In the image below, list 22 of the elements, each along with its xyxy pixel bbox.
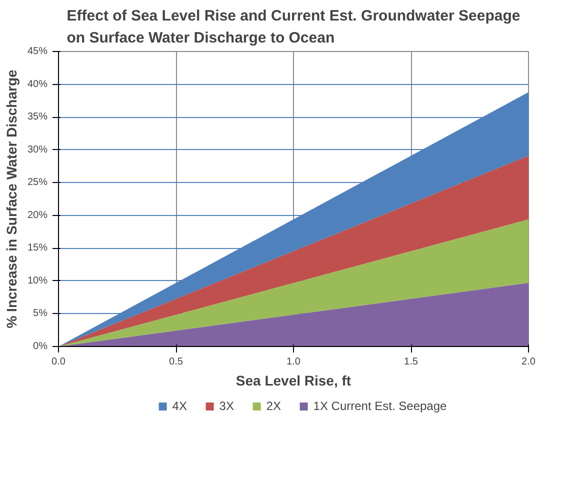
legend-label: 2X <box>266 399 282 413</box>
x-tick-label: 2.0 <box>522 356 536 368</box>
y-tick-label: 5% <box>33 308 48 320</box>
y-tick-label: 40% <box>27 78 48 90</box>
y-tick-label: 10% <box>27 275 48 286</box>
y-tick-label: 45% <box>27 46 48 57</box>
chart-title: Effect of Sea Level Rise and Current Est. Groundwater Seepage on Surface Water Discharge to Ocean <box>66 7 520 46</box>
x-tick-label: 1.0 <box>286 356 301 368</box>
y-tick-label: 0% <box>33 341 48 352</box>
legend-label: 1X Current Est. Seepage <box>313 399 447 413</box>
y-axis-title: % Increase in Surface Water Discharge <box>3 69 20 328</box>
x-tick-label: 0.0 <box>52 356 66 368</box>
x-axis-title: Sea Level Rise, ft <box>236 372 352 388</box>
x-tick-label: 0.5 <box>169 356 184 368</box>
y-tick-label: 30% <box>27 144 48 156</box>
y-tick-label: 15% <box>27 242 48 254</box>
y-tick-label: 35% <box>27 112 48 123</box>
y-tick-label: 20% <box>27 210 48 221</box>
legend-label: 4X <box>172 399 188 413</box>
x-tick-label: 1.5 <box>404 356 418 368</box>
y-tick-label: 25% <box>27 177 48 188</box>
legend-label: 3X <box>219 399 235 413</box>
